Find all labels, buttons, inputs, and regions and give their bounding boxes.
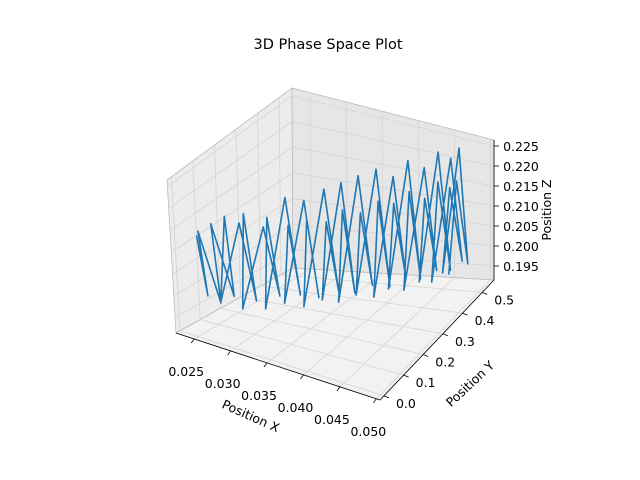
- z-grid-line-side: [167, 95, 293, 187]
- z-grid-line-side: [168, 121, 293, 209]
- x-tick-label: 0.030: [205, 376, 241, 391]
- y-tick: [442, 333, 449, 337]
- y-tick: [403, 374, 409, 378]
- y-axis-line: [379, 279, 495, 401]
- x-tick: [373, 398, 377, 404]
- y-tick-label: 0.1: [416, 375, 436, 390]
- y-grid-line-side: [170, 176, 181, 331]
- tick-marks: [190, 145, 499, 404]
- y-grid-line-floor: [280, 274, 483, 293]
- y-tick: [423, 354, 429, 357]
- y-grid-line-floor: [260, 285, 463, 314]
- z-grid-line-back: [292, 146, 495, 187]
- x-grid-line-floor: [376, 279, 491, 400]
- x-grid-line-back: [309, 92, 312, 270]
- y-grid-line-side: [257, 113, 262, 286]
- z-tick-label: 0.205: [503, 219, 539, 234]
- tick-labels: 0.0250.0300.0350.0400.0450.0500.00.10.20…: [168, 139, 539, 439]
- z-grid-line-side: [171, 172, 293, 253]
- z-tick-label: 0.215: [503, 179, 539, 194]
- z-tick-label: 0.195: [503, 259, 539, 274]
- y-grid-line-floor: [240, 296, 443, 335]
- x-grid-line-floor: [194, 268, 312, 340]
- z-grid-line-side: [169, 146, 293, 231]
- x-tick: [190, 338, 195, 344]
- z-tick-label: 0.225: [503, 139, 539, 154]
- y-grid-line-side: [192, 160, 201, 320]
- y-grid-line-side: [278, 97, 282, 275]
- x-tick: [300, 374, 304, 380]
- y-tick-label: 0.3: [455, 334, 475, 349]
- y-tick: [462, 312, 468, 316]
- x-tick-label: 0.035: [241, 388, 277, 403]
- z-axis-label: Position Z: [539, 179, 554, 240]
- y-grid-line-floor: [179, 330, 385, 397]
- z-grid-line-back: [291, 95, 495, 147]
- z-tick-label: 0.210: [503, 199, 539, 214]
- x-tick: [336, 386, 341, 392]
- x-grid-line-floor: [230, 270, 348, 352]
- y-grid-line-floor: [220, 307, 424, 355]
- y-grid-line-side: [235, 129, 241, 298]
- y-tick-label: 0.0: [396, 396, 416, 411]
- series-line: [195, 147, 469, 310]
- axis-lines: [175, 140, 495, 401]
- y-tick: [482, 292, 488, 295]
- y-grid-line-side: [214, 145, 221, 309]
- x-tick-label: 0.025: [168, 364, 204, 379]
- y-tick-label: 0.2: [435, 354, 455, 369]
- z-grid-line-back: [292, 172, 495, 207]
- y-tick-label: 0.5: [494, 292, 514, 307]
- x-tick: [263, 362, 268, 368]
- y-grid-line-floor: [200, 319, 404, 376]
- z-tick-label: 0.220: [503, 159, 539, 174]
- z-grid-line-side: [173, 223, 293, 297]
- x-axis-line: [175, 332, 381, 401]
- y-tick-label: 0.4: [475, 313, 495, 328]
- back-right-pane: [291, 87, 495, 281]
- x-tick-label: 0.040: [278, 400, 314, 415]
- x-tick-label: 0.050: [350, 424, 386, 439]
- chart-title: 3D Phase Space Plot: [253, 37, 402, 53]
- z-tick-label: 0.200: [503, 239, 539, 254]
- x-tick: [227, 350, 231, 356]
- x-grid-line-floor: [303, 275, 419, 376]
- y-tick: [383, 395, 390, 399]
- z-grid-line-side: [172, 198, 293, 275]
- x-grid-line-floor: [339, 277, 455, 388]
- x-grid-line-floor: [266, 273, 383, 364]
- x-tick-label: 0.045: [314, 412, 350, 427]
